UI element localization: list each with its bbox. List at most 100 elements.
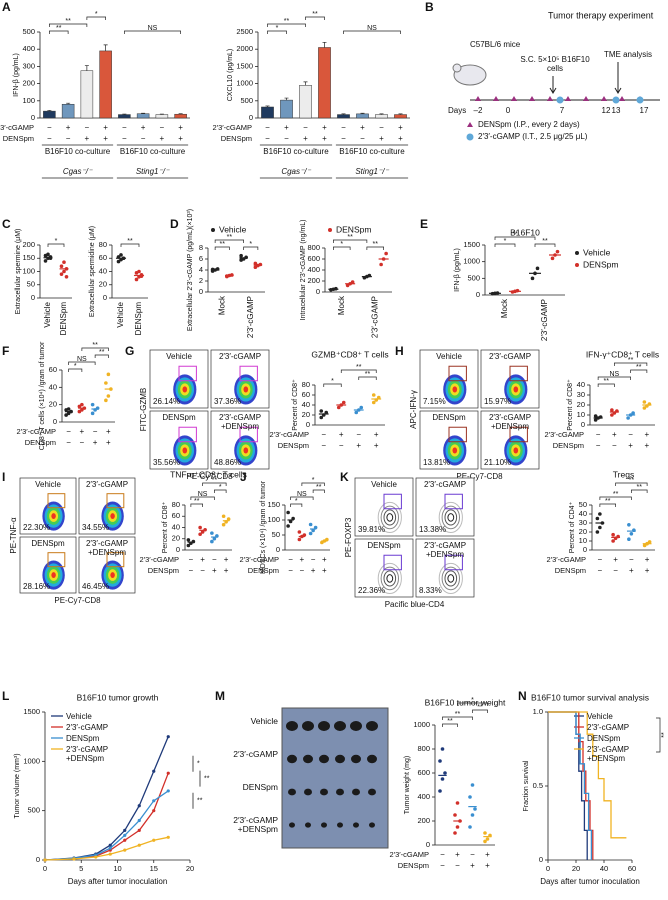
- flow-density: [444, 509, 458, 526]
- y-tick-label: 2500: [236, 27, 253, 36]
- bar: [261, 106, 274, 119]
- y-tick-label: 40: [577, 380, 585, 389]
- y-tick-label: 400: [417, 792, 430, 801]
- tumor: [303, 754, 313, 764]
- data-point: [221, 522, 226, 527]
- y-tick-label: 0: [31, 113, 35, 122]
- significance-label: **: [284, 18, 290, 25]
- gate-percent: 21.10%: [484, 458, 511, 467]
- condition-label: Vehicle: [436, 352, 462, 361]
- y-tick-label: 1000: [23, 756, 40, 765]
- legend-label: 2′3′-cGAMP: [587, 722, 630, 732]
- significance-bracket: [597, 376, 631, 380]
- sign: +: [629, 566, 634, 575]
- data-point: [62, 269, 66, 274]
- line-series: [44, 790, 169, 861]
- significance-bracket: [243, 246, 259, 250]
- error-bar: [379, 113, 384, 115]
- row-label: 2′3′-cGAMP: [270, 430, 310, 439]
- data-point: [438, 759, 442, 763]
- sign: +: [300, 555, 305, 564]
- line-marker: [166, 771, 170, 775]
- mouse-label: C57BL/6 mice: [470, 40, 521, 49]
- significance-bracket: [290, 503, 303, 507]
- data-point: [642, 406, 647, 410]
- data-point: [43, 259, 48, 263]
- data-point: [104, 381, 108, 385]
- x-tick-label: 2′3′-cGAMP: [370, 296, 379, 338]
- significance-label: *: [471, 697, 474, 704]
- data-point: [59, 272, 64, 276]
- bar: [80, 70, 94, 119]
- sign: −: [265, 134, 270, 143]
- significance-bracket: [599, 503, 616, 507]
- y-tick-label: 0: [426, 840, 430, 849]
- sign: −: [341, 123, 346, 132]
- significance-label: **: [65, 18, 71, 25]
- flow-density: [380, 566, 399, 591]
- significance-bracket: [597, 383, 615, 387]
- x-tick-label: 0: [43, 864, 47, 873]
- significance-bracket: [599, 496, 632, 500]
- significance-label: **: [365, 371, 371, 378]
- significance-label: **: [637, 484, 643, 491]
- data-point: [198, 532, 202, 537]
- x-tick-label: 2′3′-cGAMP: [246, 296, 255, 338]
- tumor: [304, 788, 312, 796]
- error-bar: [178, 113, 183, 115]
- y-tick-label: 1000: [413, 720, 430, 729]
- x-axis-label: Days after tumor inoculation: [68, 877, 168, 886]
- y-tick-label: 20: [99, 280, 107, 289]
- arrow: [549, 76, 557, 94]
- day-label: 0: [506, 106, 511, 115]
- x-axis-label: Days after tumor inoculation: [540, 877, 640, 886]
- row-label: DENSpm: [555, 566, 586, 575]
- panel-letter: G: [125, 344, 134, 358]
- data-point: [106, 394, 111, 398]
- error-bar: [265, 105, 270, 107]
- dose-triangle: [475, 96, 481, 101]
- data-point: [453, 813, 457, 817]
- gate-percent: 37.36%: [214, 397, 241, 406]
- sign: −: [189, 566, 194, 575]
- flow-density: [243, 447, 249, 454]
- significance-label: *: [340, 241, 343, 248]
- flow-density: [438, 501, 463, 534]
- data-point: [354, 410, 359, 415]
- sign: +: [303, 134, 308, 143]
- y-axis-label: Percent of CD8⁺: [292, 379, 299, 431]
- sign: +: [224, 566, 229, 575]
- y-tick-label: 20: [49, 400, 57, 409]
- flow-gate: [239, 365, 258, 382]
- significance-bracket: [358, 376, 377, 380]
- significance-bracket: [214, 489, 227, 493]
- gate-percent: 7.15%: [423, 397, 446, 406]
- error-bar: [66, 102, 71, 105]
- y-tick-label: 8: [199, 243, 203, 252]
- row-label: DENSpm: [278, 441, 309, 450]
- significance-bracket: [340, 369, 377, 373]
- flow-gate: [239, 426, 258, 443]
- y-tick-label: 20: [302, 410, 310, 419]
- chart-title: TNF-α⁺CD8⁺ T cells: [170, 469, 247, 479]
- bar: [356, 113, 369, 119]
- data-point: [483, 831, 487, 835]
- line-marker: [152, 799, 156, 803]
- data-point: [626, 416, 630, 420]
- genotype-label: Sting1⁻/⁻: [355, 167, 389, 176]
- panel-letter: K: [340, 470, 349, 484]
- significance-bracket: [457, 702, 488, 706]
- y-tick-label: 4: [199, 265, 203, 274]
- y-tick-label: 0: [103, 293, 107, 302]
- y-tick-label: 1000: [463, 257, 480, 266]
- y-tick-label: 30: [577, 390, 585, 399]
- data-point: [119, 253, 123, 257]
- tumor: [335, 754, 345, 764]
- y-tick-label: 800: [307, 243, 320, 252]
- y-tick-label: 0.5: [533, 781, 543, 790]
- data-point: [66, 411, 71, 416]
- photo-row-label: Vehicle: [250, 716, 278, 726]
- significance-label: **: [629, 477, 635, 484]
- data-point: [319, 409, 324, 413]
- y-tick-label: 400: [307, 265, 320, 274]
